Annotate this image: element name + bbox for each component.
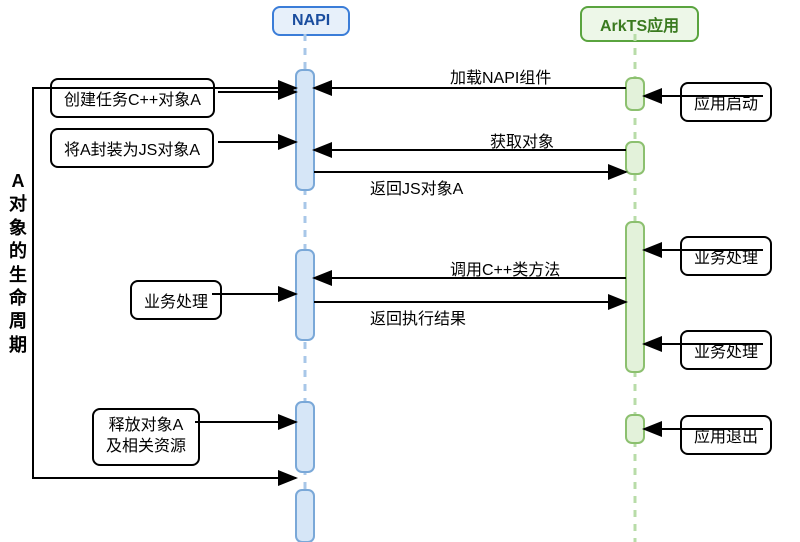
lane-header-napi: NAPI: [272, 6, 350, 36]
msg-return-result: 返回执行结果: [370, 305, 466, 329]
lane-title: NAPI: [292, 12, 330, 29]
note-biz-2: 业务处理: [680, 330, 772, 370]
note-app-start: 应用启动: [680, 82, 772, 122]
msg-return-js: 返回JS对象A: [370, 175, 463, 199]
note-biz-napi: 业务处理: [130, 280, 222, 320]
note-wrap-js-obj: 将A封装为JS对象A: [50, 128, 214, 168]
note-create-cpp-obj: 创建任务C++对象A: [50, 78, 215, 118]
sequence-diagram: NAPI ArkTS应用 A对象的生命周期 创建任务C++对象A 将A封装为JS…: [0, 0, 800, 542]
note-biz-1: 业务处理: [680, 236, 772, 276]
lifecycle-label: A对象的生命周期: [8, 170, 28, 357]
msg-load-napi: 加载NAPI组件: [450, 64, 551, 88]
msg-get-obj: 获取对象: [490, 128, 554, 152]
note-release: 释放对象A 及相关资源: [92, 408, 200, 466]
lane-title: ArkTS应用: [600, 18, 679, 35]
lane-header-arkts: ArkTS应用: [580, 6, 699, 42]
note-app-exit: 应用退出: [680, 415, 772, 455]
msg-call-cpp: 调用C++类方法: [450, 256, 560, 280]
